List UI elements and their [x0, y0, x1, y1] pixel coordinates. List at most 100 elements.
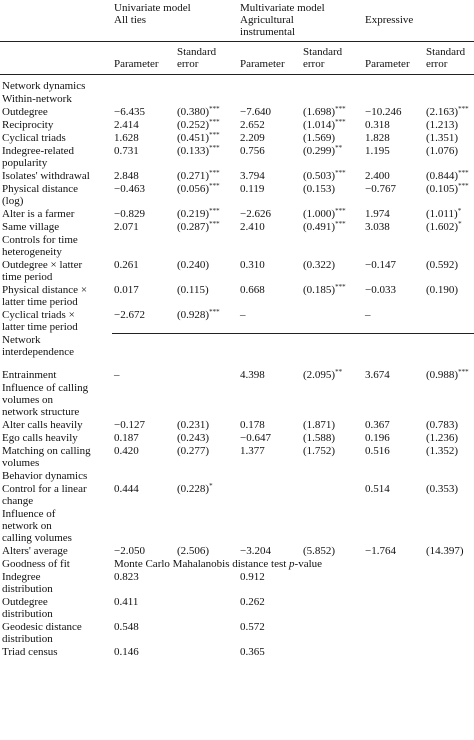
significance-stars: ***	[335, 105, 346, 113]
parameter-cell	[363, 645, 424, 658]
parameter-cell: 0.548	[112, 620, 175, 645]
parameter-cell: 0.367	[363, 418, 424, 431]
parameter-cell: –	[363, 308, 425, 334]
cell-value: −2.672	[114, 309, 145, 321]
parameter-cell: 3.674	[363, 358, 424, 381]
parameter-cell: −3.204	[238, 544, 301, 557]
significance-stars: ***	[209, 182, 220, 190]
cell-value: 2.410	[240, 221, 265, 233]
table-row: Controls for time heterogeneity	[0, 233, 474, 258]
cell-value: −0.033	[365, 284, 396, 296]
parameter-cell: –	[238, 308, 302, 334]
gof-test-p: p	[289, 558, 295, 570]
row-label-line: Triad census	[2, 646, 58, 658]
parameter-cell	[112, 333, 175, 358]
significance-stars: ***	[209, 169, 220, 177]
cell-value: 0.756	[240, 145, 265, 157]
significance-stars: ***	[335, 118, 346, 126]
header-param-3: Parameter	[363, 41, 425, 75]
header-multivariate-line2: Agricultural	[240, 14, 294, 26]
row-label-line: distribution	[2, 608, 53, 620]
cell-value: 0.261	[114, 259, 139, 271]
cell-value: 0.912	[240, 571, 265, 583]
row-label-line: Cyclical triads ×	[2, 309, 75, 321]
significance-stars: ***	[209, 144, 220, 152]
cell-value: (0.105)	[426, 183, 459, 195]
parameter-cell	[363, 507, 424, 544]
header-se-1: Standard error	[175, 41, 239, 75]
cell-value: (1.014)	[303, 119, 336, 131]
gof-test-text: Monte Carlo Mahalanobis distance test	[114, 558, 287, 570]
parameter-cell: –	[112, 358, 175, 381]
stderr-cell: (1.602)*	[424, 220, 474, 234]
significance-stars: ***	[458, 105, 469, 113]
row-label-line: Matching on calling	[2, 445, 91, 457]
parameter-cell	[238, 469, 301, 482]
row-label: Geodesic distance distribution	[0, 620, 112, 645]
row-label-line: Physical distance ×	[2, 284, 88, 296]
parameter-cell: 0.572	[238, 620, 301, 645]
cell-value: 1.377	[240, 445, 265, 457]
cell-value: 1.628	[114, 132, 139, 144]
row-label-line: Outdegree	[2, 596, 48, 608]
parameter-cell	[363, 620, 424, 645]
stderr-cell: (0.133)***	[175, 144, 238, 169]
cell-value: −0.127	[114, 419, 145, 431]
header-row-stats: Parameter Standard error Parameter Standa…	[0, 41, 474, 75]
stderr-cell: (0.299)**	[301, 144, 363, 169]
parameter-cell: −0.647	[238, 431, 301, 444]
table-row: Control for a linear change 0.444 (0.228)* 0…	[0, 482, 474, 508]
table-row: Geodesic distance distribution 0.548 0.572	[0, 620, 474, 645]
stderr-cell: (0.219)***	[175, 207, 238, 221]
cell-value: (1.236)	[426, 432, 459, 444]
row-label-line: Control for a linear	[2, 483, 87, 495]
header-univariate-line1: Univariate model	[114, 2, 191, 14]
significance-stars: ***	[458, 169, 469, 177]
parameter-cell: 0.516	[363, 444, 424, 469]
parameter-cell: −0.127	[112, 418, 175, 431]
significance-stars: ***	[335, 169, 346, 177]
parameter-cell: 0.668	[238, 283, 301, 308]
row-label: Within-network	[0, 92, 112, 105]
significance-stars: ***	[335, 220, 346, 228]
cell-value: (0.380)	[177, 106, 210, 118]
significance-stars: ***	[209, 220, 220, 228]
parameter-cell: 0.912	[238, 570, 301, 595]
cell-value: (0.844)	[426, 170, 459, 182]
row-label-line: Indegree-related	[2, 145, 75, 157]
cell-value: 0.420	[114, 445, 139, 457]
stderr-cell: (1.698)***	[301, 105, 363, 119]
table-row: Matching on calling volumes 0.420 (0.277) 1.…	[0, 444, 474, 469]
stderr-cell: (0.271)***	[175, 169, 238, 183]
table-row: Behavior dynamics	[0, 469, 474, 482]
cell-value: 0.516	[365, 445, 390, 457]
cell-value: (0.153)	[303, 183, 336, 195]
table-row: Alter is a farmer −0.829 (0.219)*** −2.626(…	[0, 207, 474, 221]
stderr-cell: (0.190)	[424, 283, 474, 308]
parameter-cell: 0.196	[363, 431, 424, 444]
parameter-cell: 3.794	[238, 169, 301, 182]
stderr-cell: (0.928)***	[175, 308, 239, 334]
table-row: Cyclical triads 1.628 (0.451)*** 2.209 (1.56…	[0, 131, 474, 145]
cell-value: 0.444	[114, 483, 139, 495]
table-row: Reciprocity 2.414 (0.252)*** 2.652 (1.014)**…	[0, 118, 474, 132]
table-row: Network dynamics	[0, 75, 474, 93]
parameter-cell	[363, 469, 424, 482]
parameter-cell: 0.731	[112, 144, 175, 169]
stderr-cell: (5.852)	[301, 544, 363, 557]
results-table: Univariate model All ties Multivariate m…	[0, 2, 474, 658]
stderr-cell	[175, 75, 238, 93]
parameter-cell: −2.626	[238, 207, 301, 220]
parameter-cell	[238, 92, 301, 105]
row-label-line: calling volumes	[2, 532, 72, 544]
row-label: Matching on calling volumes	[0, 444, 112, 469]
cell-value: (2.095)	[303, 369, 336, 381]
cell-value: 0.146	[114, 646, 139, 658]
cell-value: (0.115)	[177, 284, 209, 296]
cell-value: 2.400	[365, 170, 390, 182]
stderr-cell: (1.588)	[301, 431, 363, 444]
stderr-cell	[424, 620, 474, 645]
cell-value: (0.503)	[303, 170, 336, 182]
stderr-cell	[424, 595, 474, 620]
parameter-cell	[238, 233, 301, 258]
